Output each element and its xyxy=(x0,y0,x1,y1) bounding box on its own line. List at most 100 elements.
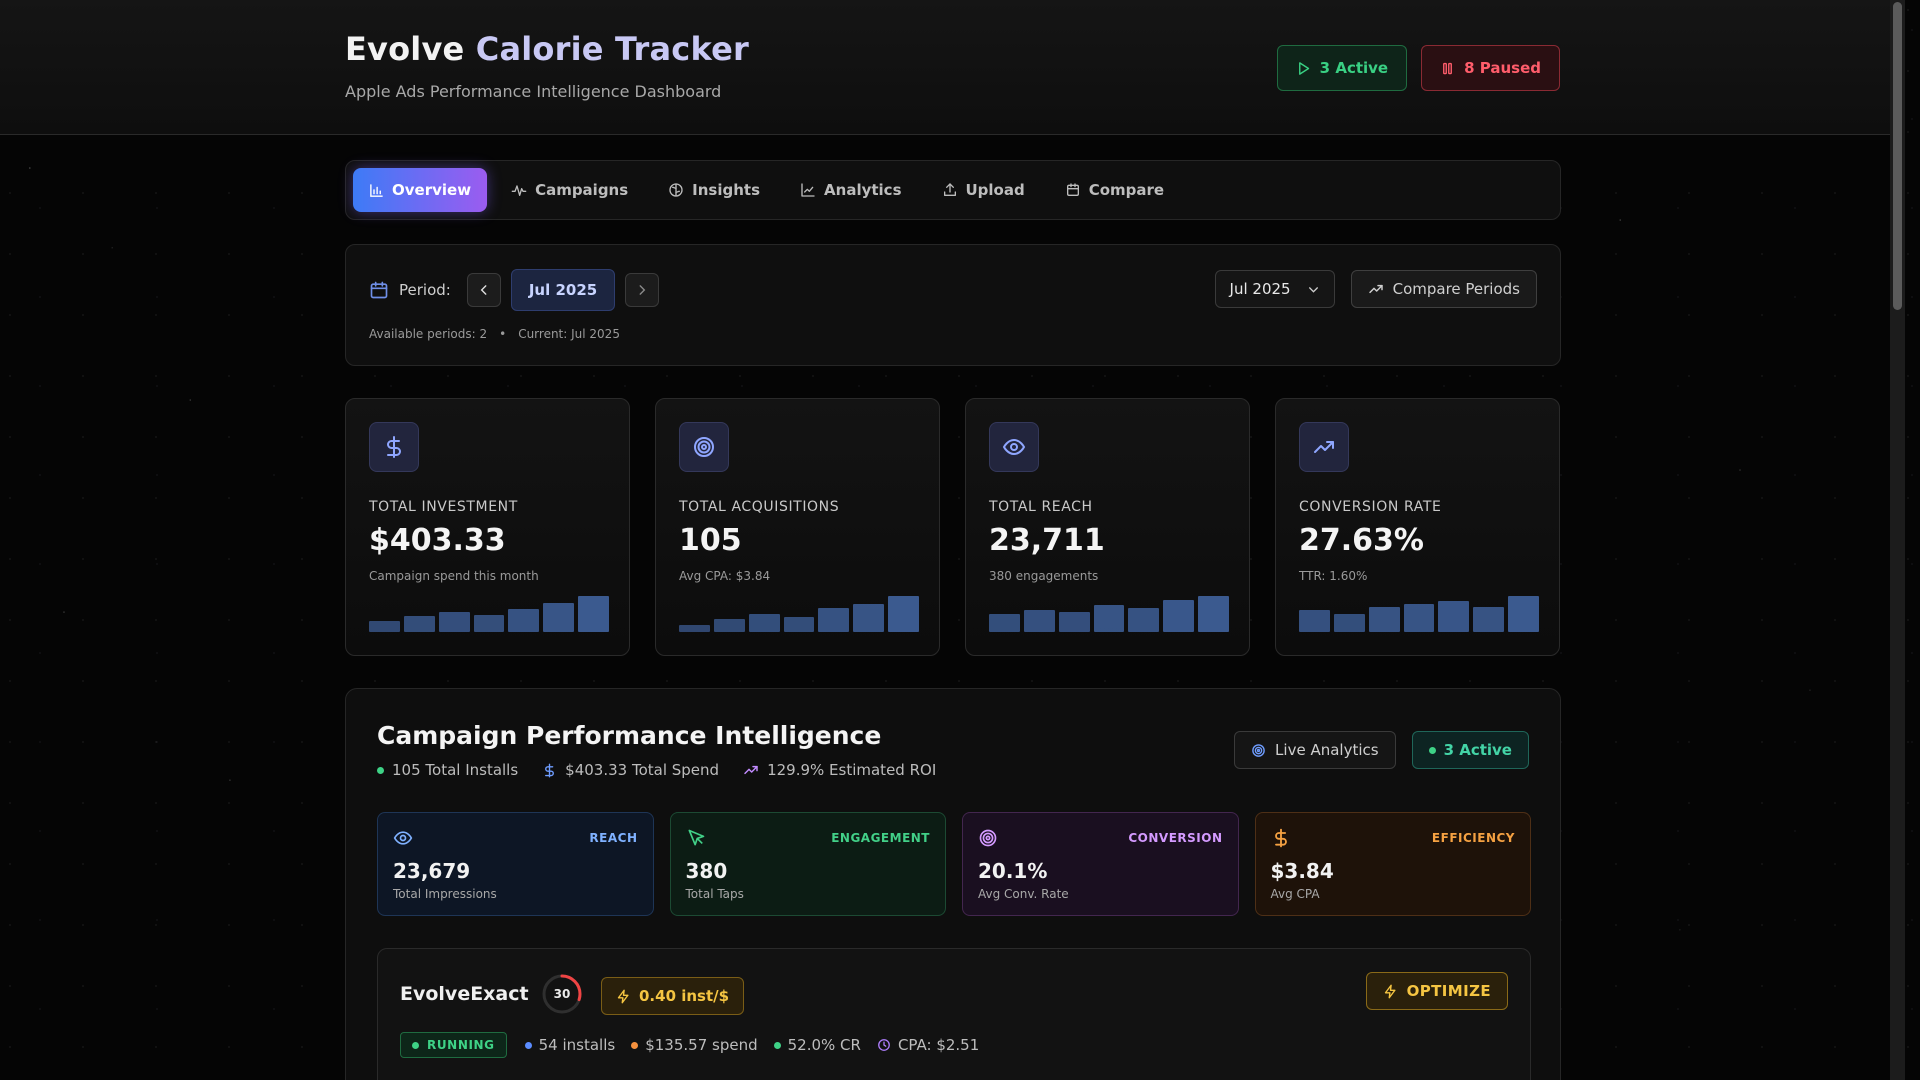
previous-period-button[interactable] xyxy=(466,273,501,307)
trend-bar xyxy=(783,616,815,632)
trend-bars xyxy=(369,596,610,632)
metric-cards: TOTAL INVESTMENT $403.33 Campaign spend … xyxy=(345,398,1561,656)
tab-label: Overview xyxy=(392,181,472,199)
stat-installs: 54 installs xyxy=(524,1036,616,1054)
metric-title: TOTAL REACH xyxy=(989,499,1093,515)
tab-label: Insights xyxy=(692,181,761,199)
chevron-left-icon xyxy=(480,285,487,295)
kpi-conversion: CONVERSION 20.1% Avg Conv. Rate xyxy=(962,812,1239,916)
campaign-stats: RUNNING 54 installs $135.57 spend 52.0% … xyxy=(400,1032,979,1058)
tab-compare[interactable]: Compare xyxy=(1049,168,1180,212)
app-title: Evolve Calorie Tracker xyxy=(345,30,749,68)
trend-bar xyxy=(853,603,885,632)
trend-bar xyxy=(438,612,470,632)
metric-value: $403.33 xyxy=(369,523,506,558)
target-icon xyxy=(679,422,729,472)
stat-text: 54 installs xyxy=(538,1036,616,1054)
summary-roi: 129.9% Estimated ROI xyxy=(743,761,936,779)
campaign-intelligence-panel: Campaign Performance Intelligence 105 To… xyxy=(345,688,1561,1080)
metric-value: 105 xyxy=(679,523,742,558)
trending-up-icon xyxy=(1368,284,1383,294)
optimize-button[interactable]: OPTIMIZE xyxy=(1365,972,1508,1010)
kpi-value: 20.1% xyxy=(978,859,1048,883)
score-arc xyxy=(542,974,582,1014)
calendar-icon xyxy=(370,281,388,299)
period-meta: Available periods: 2 • Current: Jul 2025 xyxy=(369,327,620,341)
kpi-cards: REACH 23,679 Total Impressions ENGAGEMEN… xyxy=(377,812,1531,916)
target-icon xyxy=(979,829,997,847)
current-period-text: Current: Jul 2025 xyxy=(518,327,620,341)
campaign-name: EvolveExact xyxy=(400,983,529,1005)
orange-dot-icon xyxy=(631,1041,639,1049)
green-dot-icon xyxy=(773,1041,781,1049)
trend-bar xyxy=(369,621,400,632)
trend-bar xyxy=(748,614,780,632)
kpi-tag: CONVERSION xyxy=(1128,831,1223,845)
trend-bar xyxy=(578,596,610,632)
stat-text: CPA: $2.51 xyxy=(897,1036,980,1054)
period-label: Period: xyxy=(399,281,451,299)
tab-upload[interactable]: Upload xyxy=(926,168,1041,212)
trend-bar xyxy=(1333,614,1365,632)
stat-text: $135.57 spend xyxy=(645,1036,758,1054)
chevron-down-icon xyxy=(1308,286,1318,293)
cursor-icon xyxy=(688,829,704,846)
brain-icon xyxy=(669,183,683,197)
metric-subtitle: Avg CPA: $3.84 xyxy=(679,569,771,583)
paused-campaigns-button[interactable]: 8 Paused xyxy=(1421,45,1560,91)
summary-text: 129.9% Estimated ROI xyxy=(767,761,937,779)
upload-icon xyxy=(943,183,956,196)
current-period-chip[interactable]: Jul 2025 xyxy=(510,269,616,311)
paused-campaigns-label: 8 Paused xyxy=(1464,59,1541,77)
trend-bar xyxy=(989,614,1020,632)
metric-title: CONVERSION RATE xyxy=(1299,499,1442,515)
eye-icon xyxy=(989,422,1039,472)
tab-label: Campaigns xyxy=(535,181,629,199)
compare-periods-label: Compare Periods xyxy=(1392,280,1520,298)
live-analytics-button[interactable]: Live Analytics xyxy=(1234,731,1396,769)
kpi-label: Total Impressions xyxy=(393,887,497,901)
lightning-icon xyxy=(617,989,629,1003)
activity-icon xyxy=(511,185,527,196)
tab-analytics[interactable]: Analytics xyxy=(784,168,917,212)
summary-text: $403.33 Total Spend xyxy=(565,761,720,779)
metric-subtitle: Campaign spend this month xyxy=(369,569,539,583)
green-dot-icon xyxy=(377,766,384,774)
period-select-value: Jul 2025 xyxy=(1229,280,1291,298)
kpi-value: 380 xyxy=(685,859,728,883)
active-count-badge[interactable]: 3 Active xyxy=(1411,731,1529,769)
compare-periods-button[interactable]: Compare Periods xyxy=(1350,270,1537,308)
trend-bar xyxy=(1163,599,1195,632)
kpi-label: Avg CPA xyxy=(1270,887,1320,901)
score-ring: 30 xyxy=(541,973,583,1015)
available-periods: Available periods: 2 xyxy=(369,327,488,341)
blue-dot-icon xyxy=(524,1041,532,1049)
campaign-card[interactable]: EvolveExact 30 0.40 inst/$ OPTIMIZE RUN xyxy=(377,948,1531,1080)
period-panel: Period: Jul 2025 Available periods: 2 • … xyxy=(345,244,1561,366)
active-campaigns-button[interactable]: 3 Active xyxy=(1276,45,1408,91)
trend-bar xyxy=(679,624,710,632)
next-period-button[interactable] xyxy=(625,273,660,307)
tab-overview[interactable]: Overview xyxy=(353,168,488,212)
trend-bars xyxy=(1299,596,1540,632)
score-value: 30 xyxy=(553,987,571,1001)
period-select[interactable]: Jul 2025 xyxy=(1214,270,1335,308)
kpi-efficiency: EFFICIENCY $3.84 Avg CPA xyxy=(1254,812,1531,916)
status-badge: RUNNING xyxy=(400,1032,507,1058)
vertical-scrollbar[interactable] xyxy=(1890,0,1905,1080)
tab-campaigns[interactable]: Campaigns xyxy=(495,168,644,212)
trend-bar xyxy=(1198,596,1230,632)
tab-label: Analytics xyxy=(824,181,902,199)
trend-bar xyxy=(1403,603,1435,632)
tab-insights[interactable]: Insights xyxy=(652,168,776,212)
kpi-engagement: ENGAGEMENT 380 Total Taps xyxy=(669,812,946,916)
main-tabs: Overview Campaigns Insights Analytics Up… xyxy=(345,160,1561,220)
trending-up-icon xyxy=(1299,422,1349,472)
trend-bar xyxy=(1023,610,1055,632)
trend-bar xyxy=(818,607,850,632)
dollar-icon xyxy=(1274,828,1287,848)
kpi-value: $3.84 xyxy=(1270,859,1334,883)
kpi-reach: REACH 23,679 Total Impressions xyxy=(377,812,654,916)
stat-text: 52.0% CR xyxy=(787,1036,861,1054)
scrollbar-thumb[interactable] xyxy=(1893,2,1902,310)
